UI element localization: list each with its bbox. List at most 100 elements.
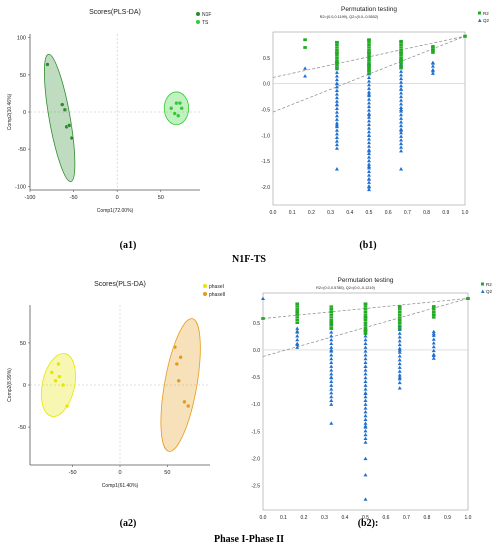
x-tick-label: 0.1	[289, 210, 296, 216]
y-tick-label: -0.5	[251, 375, 260, 381]
q2-point	[363, 456, 368, 461]
r2-point	[399, 43, 403, 47]
legend-label: phaseII	[209, 292, 225, 298]
r2-point	[367, 66, 371, 70]
q2-point	[367, 173, 371, 177]
x-tick-label: 1.0	[462, 210, 469, 216]
r2-point	[295, 305, 300, 308]
q2-point	[363, 383, 368, 387]
y-tick-label: -100	[15, 184, 26, 190]
score-point-phaseII	[176, 378, 181, 383]
r2-point	[261, 317, 265, 320]
confidence-ellipse-N1F	[44, 53, 76, 183]
q2-point	[329, 353, 334, 357]
q2-point	[363, 364, 368, 368]
q2-point	[334, 92, 339, 96]
confidence-ellipse-phaseII	[160, 318, 201, 452]
r2-point	[431, 313, 436, 317]
q2-point	[399, 167, 404, 171]
q2-point	[367, 185, 371, 189]
q2-point	[363, 410, 368, 414]
x-tick-label: 0.2	[301, 515, 308, 521]
q2-point	[399, 134, 404, 138]
x-tick-label: -100	[24, 195, 35, 201]
score-point-phaseI	[61, 382, 66, 388]
r2-point	[295, 321, 300, 325]
x-tick-label: 0.4	[342, 515, 349, 521]
q2-point	[334, 110, 339, 114]
confidence-ellipse-TS	[163, 91, 190, 126]
q2-point	[367, 90, 371, 94]
group-label-1: N1F-TS	[232, 254, 266, 265]
q2-point	[334, 77, 339, 82]
q2-point	[363, 436, 368, 440]
q2-point	[363, 432, 368, 437]
x-tick-label: 0.8	[424, 515, 431, 521]
q2-point	[367, 148, 371, 153]
q2-point	[363, 497, 368, 501]
x-tick-label: 0.4	[346, 210, 353, 216]
q2-point	[363, 345, 368, 349]
r2-point	[335, 59, 339, 62]
y-tick-label: -2.5	[251, 484, 260, 490]
q2-point	[329, 356, 334, 361]
x-tick-label: 0.6	[383, 515, 390, 521]
x-tick-label: 0.0	[270, 210, 277, 216]
score-point-N1F	[60, 102, 65, 107]
r2-point	[397, 313, 402, 316]
q2-point	[399, 130, 404, 135]
r2-point	[363, 316, 368, 319]
x-tick-label: 0	[116, 195, 119, 201]
q2-point	[367, 115, 371, 119]
r2-point	[367, 64, 371, 67]
r2-point	[363, 324, 368, 327]
r2-point	[329, 305, 334, 308]
r2-point	[431, 45, 435, 48]
y-tick-label: 50	[20, 73, 26, 79]
legend-label: TS	[202, 20, 209, 26]
q2-point	[430, 71, 435, 75]
y-tick-label: 0.5	[263, 56, 270, 62]
q2-point	[430, 61, 435, 65]
q2-point	[295, 326, 300, 330]
r2-point	[295, 316, 300, 319]
r2-point	[431, 51, 435, 54]
plot-frame	[262, 292, 469, 511]
r2-point	[335, 64, 339, 67]
q2-point	[397, 342, 402, 347]
q2-point	[367, 75, 371, 80]
score-point-phaseII	[172, 344, 178, 350]
q2-point	[363, 387, 368, 391]
q2-point	[367, 187, 371, 192]
q2-point	[334, 142, 339, 147]
q2-point	[397, 375, 402, 379]
r2-point	[367, 54, 371, 57]
score-point-TS	[176, 113, 181, 118]
q2-point	[397, 386, 402, 390]
y-tick-label: 50	[20, 341, 26, 347]
r2-point	[335, 40, 339, 44]
x-tick-label: -50	[69, 470, 77, 476]
q2-point	[363, 406, 368, 410]
q2-point	[295, 342, 300, 347]
q2-point	[334, 123, 339, 127]
r2-point	[431, 308, 436, 311]
score-point-TS	[172, 111, 177, 116]
r2-point	[335, 46, 339, 49]
chart-a1: Scores(PLS-DA) -100 -50 0 50 100 -100 -50 0 50 Com…	[7, 9, 211, 214]
y-tick-label: -1.5	[251, 429, 260, 435]
q2-point	[431, 331, 436, 336]
legend-marker	[481, 282, 484, 286]
caption-b2: (b2):	[358, 518, 379, 529]
q2-point	[363, 375, 368, 380]
q2-point	[399, 138, 404, 142]
r2-point	[335, 54, 339, 57]
score-point-TS	[177, 100, 183, 106]
r2-point	[431, 310, 436, 314]
chart-subtitle: R2=(0.0,0.5785), Q2=(0.0,-0.1219)	[316, 286, 375, 290]
x-tick-label: 0.5	[366, 210, 373, 216]
q2-point	[329, 341, 334, 346]
q2-point	[329, 394, 334, 399]
y-tick-label: 0.0	[263, 82, 270, 88]
q2-point	[431, 356, 436, 360]
